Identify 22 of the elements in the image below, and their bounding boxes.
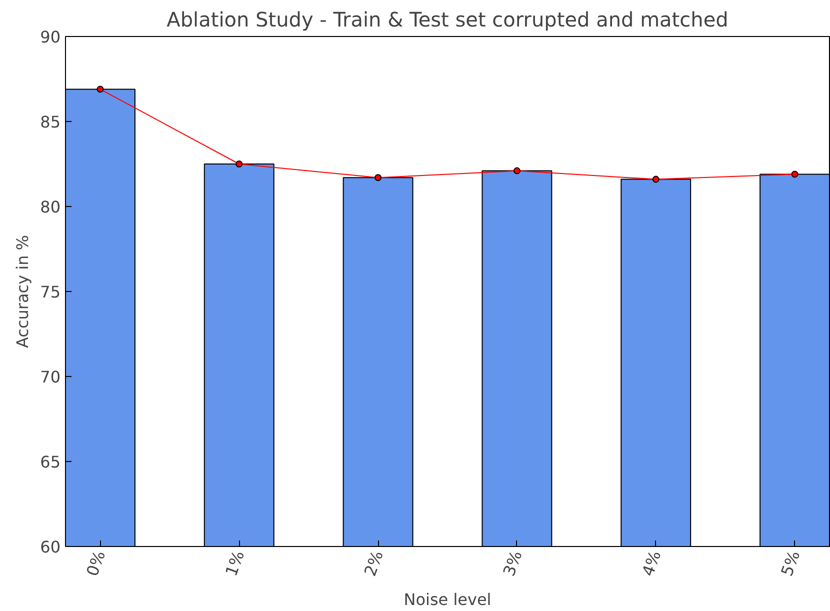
y-tick-label: 75 xyxy=(40,282,60,302)
point xyxy=(791,170,798,178)
y-tick-label: 80 xyxy=(40,198,60,216)
point xyxy=(652,176,660,183)
x-tick-label: 5% xyxy=(777,548,804,579)
y-tick-label: 70 xyxy=(40,368,60,386)
point xyxy=(513,167,520,174)
y-tick-label: 90 xyxy=(40,28,60,46)
point xyxy=(236,160,243,168)
x-tick-label: 4% xyxy=(638,548,665,579)
x-axis-title: Noise level xyxy=(404,590,492,609)
x-tick-label: 2% xyxy=(360,548,387,579)
y-tick-label: 85 xyxy=(40,112,60,132)
point xyxy=(374,174,382,182)
x-tick-label: 0% xyxy=(82,548,110,579)
y-tick-label: 60 xyxy=(40,538,60,556)
y-tick-label: 65 xyxy=(40,452,60,472)
x-tick-label: 3% xyxy=(499,548,526,579)
x-tick-label: 1% xyxy=(221,548,248,579)
chart-title: Ablation Study - Train & Test set corrupted and matched xyxy=(166,8,728,32)
point xyxy=(96,86,104,93)
y-axis-title: Accuracy in % xyxy=(13,234,32,348)
